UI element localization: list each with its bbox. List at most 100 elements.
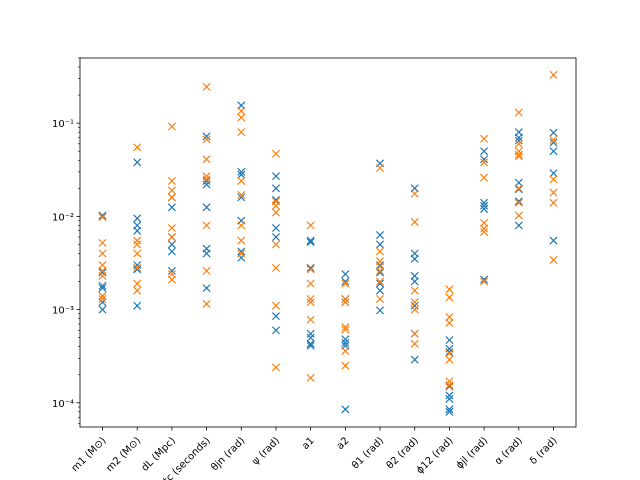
data-point [445,355,454,364]
data-point [306,265,315,274]
data-point [445,348,454,357]
data-point [514,178,523,187]
data-point [306,333,315,342]
data-point [306,236,315,245]
data-point [341,322,350,332]
data-point [410,301,419,310]
data-point [376,294,385,303]
data-point [271,201,280,210]
data-point [480,277,489,286]
data-point [167,233,176,242]
data-point [341,279,350,288]
x-tick-label: m1 (M⊙) [70,435,109,474]
data-point [271,233,280,242]
data-point [410,189,419,198]
data-point [514,152,523,161]
data-point [133,249,142,258]
plot-area [80,58,576,427]
data-point [376,247,385,256]
data-point [98,211,107,220]
data-point [410,254,419,263]
data-point [237,167,246,176]
data-point [445,405,454,414]
data-point [549,147,558,156]
data-point [480,224,489,233]
data-point [98,284,107,293]
plot-frame [79,57,577,428]
data-point [133,301,142,310]
data-point [167,186,176,195]
data-point [410,286,419,295]
data-point [237,247,246,256]
data-point [549,236,558,245]
y-axis: 10⁻⁴ 10⁻³ 10⁻² 10⁻¹ [52,57,80,424]
data-point [271,363,280,372]
data-point [514,150,523,159]
data-point [306,221,315,230]
x-tick-label: δ (rad) [528,435,560,467]
data-point [167,203,176,212]
data-point [480,204,489,214]
data-point [514,221,523,230]
data-point [514,185,523,194]
data-point [98,238,107,247]
data-point [514,133,523,142]
x-tick-label: m2 (M⊙) [104,435,143,474]
x-tick-label: ψ (rad) [250,435,282,467]
data-point [133,263,142,272]
y-tick-label: 10⁻¹ [52,119,74,130]
data-point [480,198,489,207]
data-point [480,201,489,210]
data-point [167,176,176,185]
data-point [410,298,419,307]
data-point [410,329,419,338]
data-point [202,249,211,258]
data-point [306,263,315,272]
data-point [514,211,523,220]
data-point [237,236,246,245]
data-point [376,266,385,275]
data-point [306,238,315,247]
data-point [376,231,385,240]
data-point [271,240,280,249]
data-point [480,227,489,237]
data-point [271,312,280,321]
data-point [237,128,246,137]
data-point [271,263,280,272]
data-point [549,188,558,197]
data-point [445,407,454,416]
data-point [549,135,558,144]
data-point [306,279,315,288]
data-point [133,143,142,152]
data-point [202,82,211,91]
data-point [514,136,523,145]
data-point [445,318,454,327]
data-point [376,306,385,315]
data-point [271,149,280,158]
data-point [480,147,489,156]
data-point [376,268,385,277]
data-point [410,339,419,348]
data-point [133,286,142,295]
data-point [98,281,107,290]
data-point [445,313,454,322]
data-point [480,155,489,164]
data-point [549,198,558,207]
data-point [341,325,350,334]
data-point [306,329,315,338]
data-point [445,336,454,345]
data-point [237,170,246,179]
data-point [202,266,211,275]
x-tick-label: ϕ12 (rad) [415,435,456,476]
data-point [514,139,523,148]
data-point [167,275,176,284]
data-point [410,277,419,286]
data-point [271,223,280,233]
data-point [237,106,246,116]
data-point [480,275,489,284]
data-point [202,299,211,308]
data-point [202,155,211,164]
data-point [514,197,523,206]
data-point [98,268,107,277]
